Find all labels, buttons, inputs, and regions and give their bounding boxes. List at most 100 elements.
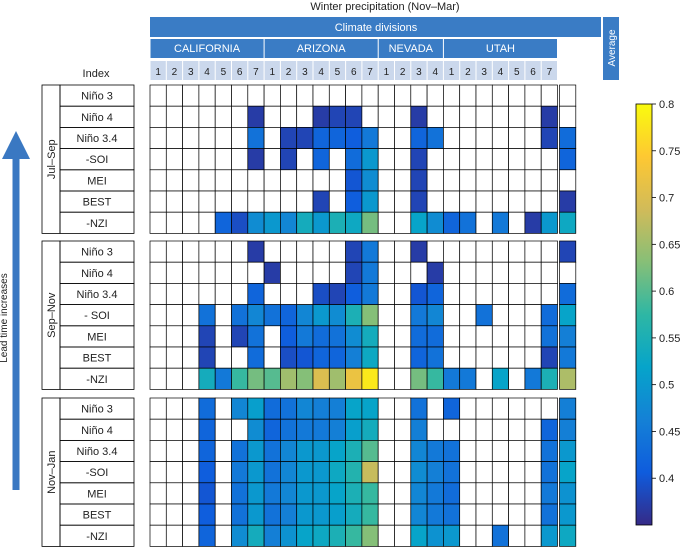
heatmap-cell-empty [394,503,412,526]
division-number: 1 [155,67,161,78]
heatmap-cell-empty [377,169,395,192]
heatmap-cell [491,211,509,234]
heatmap-cell-empty [377,190,395,213]
heatmap-cell [296,524,314,547]
heatmap-cell [540,325,558,348]
heatmap-cell-empty [524,169,542,192]
heatmap-cell-empty [508,84,526,107]
heatmap-cell-empty [214,482,232,505]
heatmap-cell [312,503,330,526]
heatmap-cell-empty [394,367,412,390]
division-cell [280,61,297,80]
heatmap-cell [426,503,444,526]
heatmap-cell [475,304,493,327]
heatmap-cell-empty [459,503,477,526]
heatmap-cell [280,524,298,547]
heatmap-cell-empty [459,148,477,171]
heatmap-cell-empty [165,127,183,149]
heatmap-cell-empty [491,397,509,420]
division-cell [329,61,346,80]
heatmap-cell [345,524,363,547]
division-cell [541,61,557,80]
heatmap-cell-empty [394,440,412,462]
heatmap-cell [410,418,428,441]
colorbar-tick-label: 0.45 [659,426,680,438]
heatmap-cell-empty [524,148,542,171]
heatmap-cell [540,367,558,390]
heatmap-cell [345,418,363,441]
heatmap-cell [296,482,314,505]
heatmap-cell [345,127,363,149]
heatmap-cell [198,304,216,327]
heatmap-cell-empty [165,84,183,107]
heatmap-cell-empty [182,190,200,213]
heatmap-cell [280,127,298,149]
heatmap-cell-empty [377,503,395,526]
heatmap-cell-empty [165,397,183,420]
heatmap-cell-empty [182,283,200,305]
division-number: 3 [481,67,487,78]
heatmap-cell-empty [231,105,249,128]
heatmap-cell [247,105,265,128]
heatmap-cell-empty [443,127,461,149]
heatmap-cell [410,367,428,390]
heatmap-cell [361,148,379,171]
division-number: 1 [269,67,275,78]
heatmap-cell-empty [182,240,200,263]
heatmap-cell [312,524,330,547]
heatmap-cell-empty [459,418,477,441]
heatmap-cell [247,503,265,526]
heatmap-cell [426,283,444,305]
heatmap-cell-empty [149,105,167,128]
heatmap-cell [361,367,379,390]
heatmap-cell-empty [394,169,412,192]
division-number: 6 [237,67,243,78]
heatmap-cell [345,461,363,484]
heatmap-cell [247,346,265,369]
heatmap-cell-empty [394,346,412,369]
heatmap-cell-empty [296,84,314,107]
heatmap-cell [247,325,265,348]
heatmap-cell [198,461,216,484]
heatmap-cell-empty [263,84,281,107]
heatmap-cell [296,127,314,149]
heatmap-cell-empty [231,261,249,284]
heatmap-cell-empty [182,304,200,327]
heatmap-cell [540,482,558,505]
heatmap-cell-empty [508,397,526,420]
heatmap-cell [214,367,232,390]
heatmap-cell-empty [524,84,542,107]
heatmap-cell-empty [508,261,526,284]
heatmap-cell [231,482,249,505]
index-label: Niño 3.4 [77,133,118,145]
heatmap-cell-empty [149,283,167,305]
average-banner [603,17,619,80]
heatmap-cell-empty [491,105,509,128]
heatmap-cell-empty [540,84,558,107]
heatmap-cell [263,524,281,547]
heatmap-cell-empty [491,84,509,107]
heatmap-cell-empty [491,169,509,192]
heatmap-cell [263,461,281,484]
heatmap-cell [443,503,461,526]
heatmap-cell [263,261,281,284]
heatmap-cell-empty [377,325,395,348]
heatmap-cell-empty [198,283,216,305]
heatmap-cell-empty [377,261,395,284]
heatmap-cell-empty [377,105,395,128]
index-cell [59,211,135,234]
heatmap-cell-empty [214,190,232,213]
heatmap-cell [559,482,577,505]
division-number: 3 [188,67,194,78]
heatmap-cell-empty [377,283,395,305]
heatmap-cell-empty [491,283,509,305]
heatmap-cell [410,325,428,348]
division-cell [232,61,248,80]
heatmap-cell-empty [394,418,412,441]
heatmap-cell [296,304,314,327]
index-label: Niño 4 [81,425,113,437]
heatmap-cell-empty [149,346,167,369]
heatmap-cell [312,127,330,149]
heatmap-cell [312,211,330,234]
heatmap-cell-empty [263,283,281,305]
